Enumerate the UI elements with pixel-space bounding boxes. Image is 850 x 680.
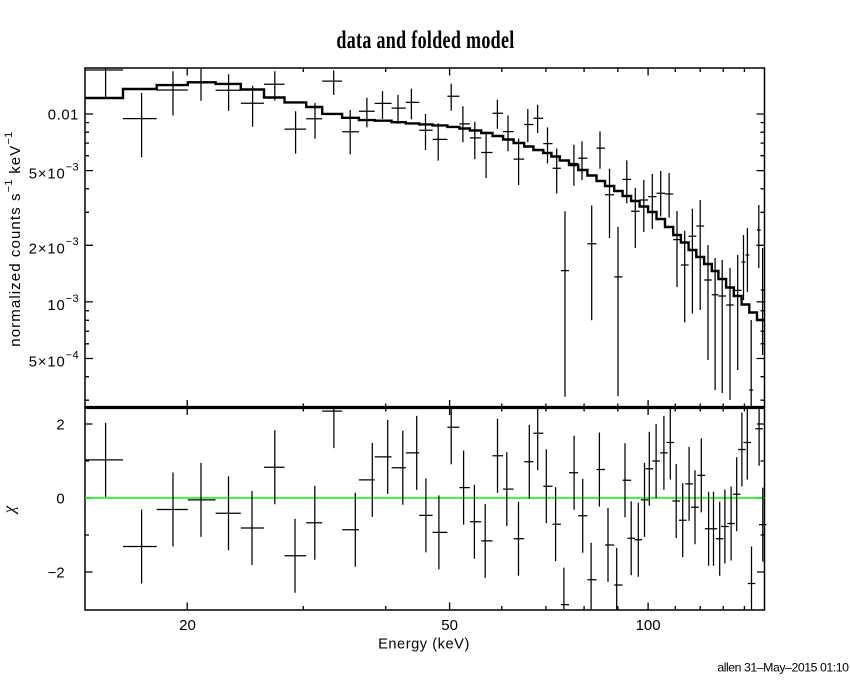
svg-text:20: 20 [179, 617, 196, 634]
svg-text:50: 50 [441, 617, 458, 634]
svg-text:2: 2 [56, 417, 64, 433]
svg-text:Energy (keV): Energy (keV) [378, 637, 470, 653]
svg-text:−2: −2 [48, 565, 65, 581]
svg-text:100: 100 [636, 617, 661, 634]
svg-text:0: 0 [56, 491, 64, 507]
svg-text:0.01: 0.01 [48, 107, 79, 123]
svg-text:allen 31–May–2015 01:10: allen 31–May–2015 01:10 [717, 661, 849, 675]
svg-text:χ: χ [0, 505, 19, 515]
svg-text:data and folded model: data and folded model [336, 26, 514, 54]
svg-text:normalized counts s−1 keV−1: normalized counts s−1 keV−1 [3, 131, 24, 346]
